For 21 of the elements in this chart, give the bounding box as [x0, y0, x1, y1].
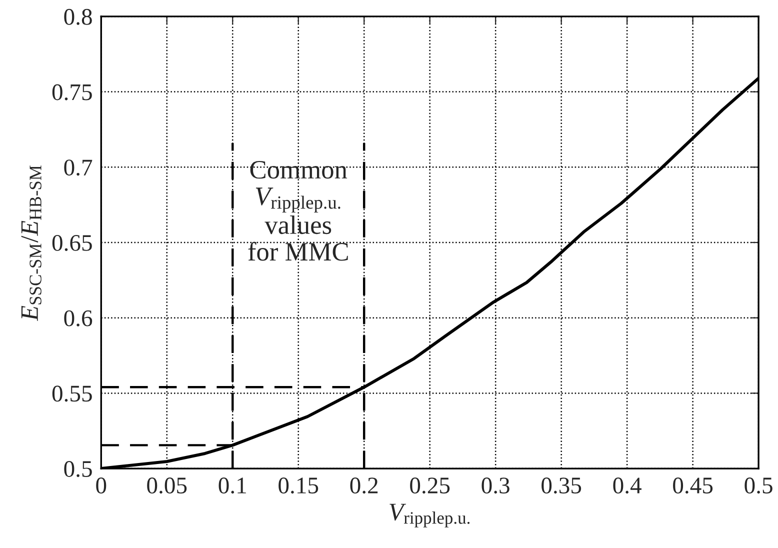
x-tick-label: 0.15: [278, 478, 318, 494]
y-tick-label: 0.6: [64, 310, 92, 326]
x-tick-label: 0.05: [147, 478, 187, 494]
y-tick-label: 0.55: [52, 386, 92, 402]
x-tick-label: 0.45: [673, 478, 713, 494]
y-tick-label: 0.8: [64, 8, 92, 25]
y-tick-label: 0.7: [64, 160, 92, 176]
x-tick-label: 0.4: [613, 478, 642, 494]
x-tick-label: 0.5: [744, 478, 772, 494]
y-axis-title: E$_{SSC-SM}$/E$_{HB-SM}$: [21, 166, 42, 322]
y-tick-label: 0.65: [52, 234, 92, 252]
x-tick-label: 0.2: [350, 478, 378, 494]
x-tick-label: 0.25: [410, 478, 450, 494]
y-tick-label: 0.75: [52, 84, 92, 100]
x-tick-label: 0.35: [542, 478, 582, 494]
x-tick-label: 0: [96, 478, 106, 494]
x-tick-label: 0.1: [218, 478, 246, 494]
y-tick-label: 0.5: [64, 461, 92, 478]
annotation: Common V$_{ripplep.u.}$ values for MMC: [248, 160, 348, 261]
x-tick-label: 0.3: [482, 478, 510, 494]
x-axis-title: V$_{ripplep.u.}$: [390, 504, 470, 528]
